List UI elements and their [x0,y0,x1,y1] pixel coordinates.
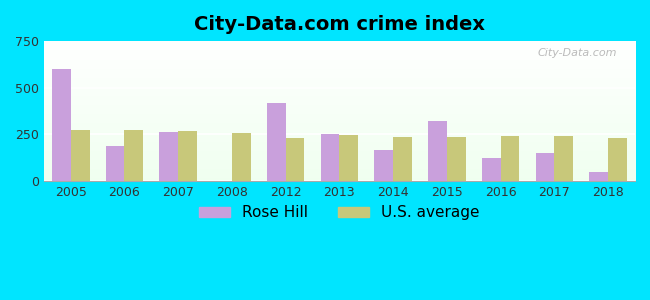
Bar [159,132,178,181]
Bar [71,130,90,181]
Bar [590,172,608,181]
Bar [536,153,554,181]
Bar [608,138,627,181]
Bar [178,130,197,181]
Bar [232,133,251,181]
Bar [339,135,358,181]
Bar [267,103,286,181]
Legend: Rose Hill, U.S. average: Rose Hill, U.S. average [193,199,486,226]
Bar [393,136,412,181]
Bar [286,138,304,181]
Bar [106,146,124,181]
Title: City-Data.com crime index: City-Data.com crime index [194,15,485,34]
Bar [554,136,573,181]
Bar [447,136,465,181]
Bar [428,121,447,181]
Bar [124,130,143,181]
Bar [482,158,500,181]
Bar [52,69,71,181]
Bar [500,136,519,181]
Bar [374,150,393,181]
Text: City-Data.com: City-Data.com [538,48,618,58]
Bar [320,134,339,181]
